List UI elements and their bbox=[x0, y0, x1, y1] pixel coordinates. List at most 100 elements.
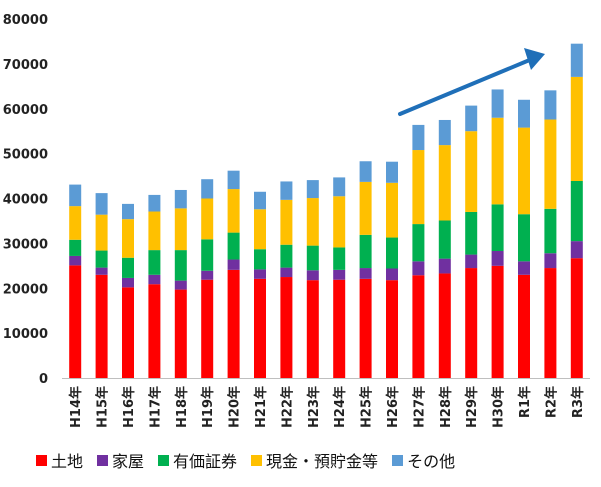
legend-swatch-land bbox=[36, 454, 47, 466]
bar-segment bbox=[570, 43, 583, 77]
bar-segment bbox=[148, 274, 161, 285]
x-tick-label: H19年 bbox=[200, 386, 216, 428]
bar-segment bbox=[570, 241, 583, 259]
bar-segment bbox=[148, 284, 161, 378]
bar-segment bbox=[412, 275, 425, 378]
legend-item-cash-deposits: 現金・預貯金等 bbox=[251, 448, 378, 472]
bar-segment bbox=[412, 261, 425, 276]
x-tick-label: H17年 bbox=[147, 386, 163, 428]
bar-segment bbox=[438, 119, 451, 146]
bar-segment bbox=[465, 254, 478, 269]
bar-segment bbox=[465, 131, 478, 212]
x-tick-label: R2年 bbox=[543, 386, 559, 418]
bar-segment bbox=[95, 193, 108, 215]
legend-item-securities: 有価証券 bbox=[158, 448, 237, 472]
bar-segment bbox=[544, 90, 557, 120]
bar-segment bbox=[69, 239, 82, 256]
bar-segment bbox=[518, 261, 530, 275]
bar-segment bbox=[306, 280, 319, 378]
bar-segment bbox=[491, 251, 504, 266]
bar-segment bbox=[570, 76, 583, 181]
bar-segment bbox=[333, 177, 346, 197]
bar-segment bbox=[465, 211, 478, 255]
y-tick-label: 70000 bbox=[3, 58, 48, 73]
bar-segment bbox=[69, 206, 82, 240]
y-tick-label: 80000 bbox=[3, 13, 48, 28]
bar-segment bbox=[570, 180, 583, 242]
bar-segment bbox=[122, 287, 134, 378]
x-tick-label: H26年 bbox=[385, 386, 401, 428]
bar-segment bbox=[518, 214, 530, 262]
x-tick-label: R1年 bbox=[517, 386, 533, 418]
bar-segment bbox=[227, 232, 240, 260]
bar-segment bbox=[95, 274, 108, 378]
bar-segment bbox=[122, 257, 134, 278]
legend-label-cash-deposits: 現金・預貯金等 bbox=[266, 452, 379, 471]
bar-segment bbox=[174, 289, 187, 378]
bar-segment bbox=[254, 209, 266, 250]
legend-item-other: その他 bbox=[392, 448, 455, 472]
x-tick-label: H23年 bbox=[306, 386, 322, 428]
x-tick-label: R3年 bbox=[570, 386, 586, 418]
bar-segment bbox=[95, 250, 108, 268]
bar-segment bbox=[148, 211, 161, 251]
bar-segment bbox=[254, 191, 266, 210]
bar-segment bbox=[465, 268, 478, 378]
bar-segment bbox=[306, 198, 319, 246]
x-tick-label: H22年 bbox=[279, 386, 295, 428]
legend-item-land: 土地 bbox=[36, 448, 83, 472]
bar-segment bbox=[227, 269, 240, 378]
x-tick-label: H21年 bbox=[253, 386, 269, 428]
x-tick-label: H30年 bbox=[491, 386, 507, 428]
bar-segment bbox=[122, 219, 134, 258]
bar-segment bbox=[280, 267, 293, 278]
bar-segment bbox=[69, 265, 82, 378]
legend-label-house: 家屋 bbox=[112, 452, 145, 471]
bar-segment bbox=[148, 194, 161, 212]
y-tick-label: 10000 bbox=[3, 327, 48, 342]
bar-segment bbox=[359, 181, 372, 235]
bar-segment bbox=[359, 234, 372, 269]
bar-segment bbox=[333, 196, 346, 248]
y-tick-label: 60000 bbox=[3, 103, 48, 118]
trend-arrow bbox=[398, 48, 545, 116]
bar-segment bbox=[227, 170, 240, 190]
x-tick-label: H24年 bbox=[332, 386, 348, 428]
bar-segment bbox=[201, 270, 214, 280]
bar-segment bbox=[518, 127, 530, 215]
bar-segment bbox=[95, 267, 108, 275]
x-tick-label: H20年 bbox=[227, 386, 243, 428]
bar-segment bbox=[412, 224, 425, 262]
bar-segment bbox=[438, 145, 451, 221]
bar-segment bbox=[280, 181, 293, 200]
bar-segment bbox=[201, 239, 214, 271]
bar-segment bbox=[280, 244, 293, 268]
y-tick-label: 40000 bbox=[3, 193, 48, 208]
bar-segment bbox=[95, 214, 108, 251]
bar-segment bbox=[333, 247, 346, 270]
bar-segment bbox=[201, 198, 214, 240]
bar-segment bbox=[491, 204, 504, 252]
bar-segment bbox=[386, 268, 398, 281]
bar-segment bbox=[306, 180, 319, 199]
bar-segment bbox=[69, 184, 82, 207]
legend-label-securities: 有価証券 bbox=[173, 452, 238, 471]
bar-segment bbox=[465, 105, 478, 132]
legend-label-land: 土地 bbox=[51, 452, 84, 471]
bar-segment bbox=[122, 277, 134, 288]
bar-segment bbox=[386, 237, 398, 269]
bar-segment bbox=[148, 250, 161, 275]
bar-segment bbox=[518, 99, 530, 128]
y-tick-label: 30000 bbox=[3, 237, 48, 252]
legend: 土地 家屋 有価証券 現金・預貯金等 その他 bbox=[36, 446, 469, 474]
bar-segment bbox=[69, 255, 82, 266]
legend-swatch-house bbox=[97, 454, 109, 466]
bar-segment bbox=[333, 269, 346, 280]
x-tick-label: H18年 bbox=[174, 386, 190, 428]
bar-segment bbox=[306, 245, 319, 271]
legend-swatch-other bbox=[392, 454, 404, 466]
bar-segment bbox=[359, 278, 372, 378]
bar-segment bbox=[174, 250, 187, 281]
bar-segment bbox=[254, 269, 266, 279]
